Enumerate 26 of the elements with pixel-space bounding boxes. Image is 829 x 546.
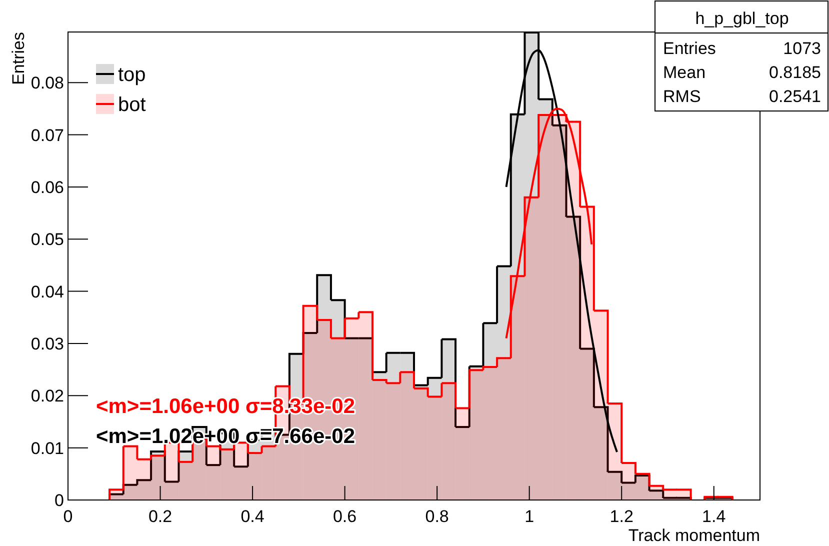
y-tick-label: 0.04 — [30, 282, 64, 302]
x-tick-label: 0.8 — [425, 507, 449, 526]
x-tick-label: 0.4 — [240, 507, 264, 526]
y-tick-label: 0.06 — [30, 178, 64, 197]
y-tick-label: 0 — [54, 491, 64, 510]
text: Mean 0.8185 — [663, 63, 821, 82]
x-tick-label: 0.2 — [148, 507, 172, 526]
y-tick-label: 0.03 — [30, 334, 64, 354]
legend-label: top — [118, 64, 146, 86]
text: h_p_gbl_top — [695, 9, 789, 28]
text: RMS 0.2541 — [663, 87, 821, 106]
x-tick-label: 1.2 — [610, 507, 634, 526]
line-series — [505, 108, 593, 340]
y-tick-label: 0.05 — [30, 230, 64, 250]
y-axis-title: Entries — [9, 32, 28, 85]
x-axis-title: Track momentum — [628, 526, 760, 545]
text: Entries 1073 — [663, 39, 821, 58]
x-tick-label: 1 — [524, 507, 534, 526]
line-series — [505, 49, 618, 453]
y-tick-label: 0.08 — [30, 74, 64, 93]
legend-label: bot — [118, 94, 146, 116]
y-tick-label: 0.02 — [30, 386, 64, 406]
x-tick-label: 1.4 — [702, 507, 726, 526]
x-tick-label: 0.6 — [332, 507, 357, 526]
y-tick-label: 0.07 — [30, 126, 64, 145]
y-tick-label: 0.01 — [30, 438, 64, 458]
